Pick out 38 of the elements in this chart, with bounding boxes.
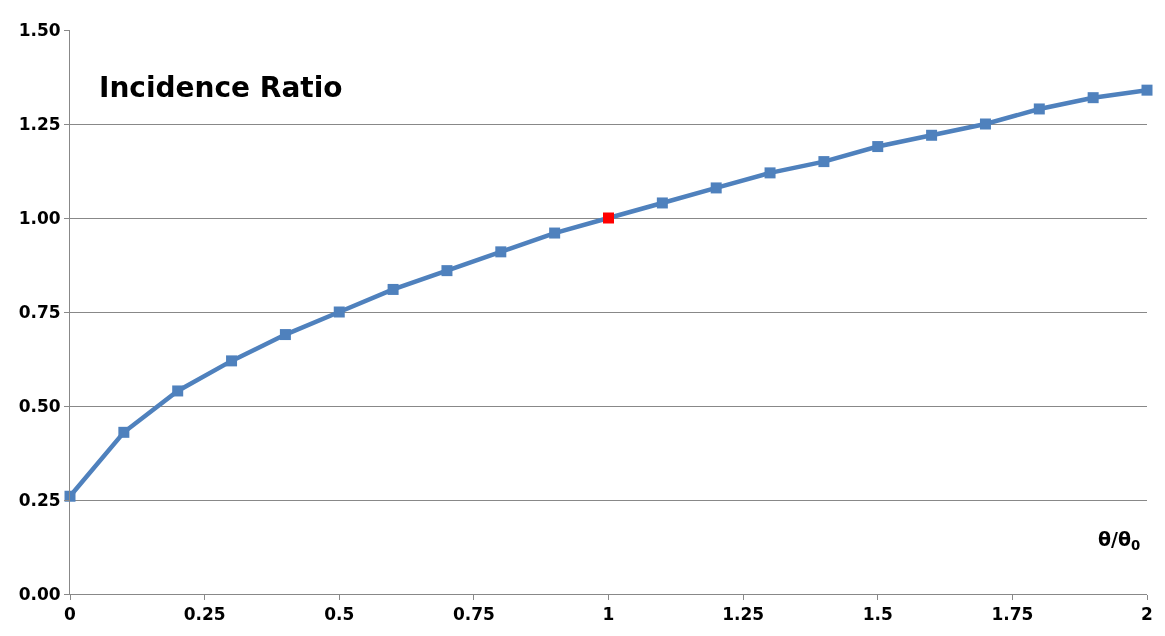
point (1033, 103, 1045, 115)
y-tick-label: 0.50 (18, 395, 61, 416)
y-tick-label: 0.25 (18, 489, 61, 510)
y-tick-label: 1.25 (18, 113, 61, 134)
point (656, 197, 668, 209)
x-tick-label: 0 (64, 604, 77, 625)
x-tick-label: 0.75 (452, 604, 495, 625)
point (1087, 92, 1099, 104)
point (387, 283, 399, 295)
point (172, 385, 184, 397)
x-tick-label: 1.75 (991, 604, 1034, 625)
point (764, 167, 776, 179)
point (710, 182, 722, 194)
x-tick-label: 2 (1141, 604, 1153, 625)
y-tick-label: 1.00 (18, 207, 61, 228)
x-tick-label: 0.25 (183, 604, 226, 625)
x-axis-title: θ/θ$_{0}$ (1098, 528, 1141, 553)
x-tick-label: 1 (602, 604, 615, 625)
point (872, 141, 884, 153)
point (818, 156, 830, 168)
x-tick-label: 1.5 (862, 604, 893, 625)
point (979, 118, 991, 130)
text: Incidence Ratio (99, 71, 343, 104)
point (279, 329, 291, 341)
point (441, 265, 453, 277)
point (926, 129, 938, 141)
x-tick-label: 1.25 (722, 604, 765, 625)
y-tick-label: 0.00 (18, 583, 61, 604)
x-tick-label: 0.5 (324, 604, 355, 625)
point (118, 426, 130, 438)
point (603, 212, 614, 224)
point (226, 355, 238, 367)
point (333, 306, 345, 318)
point (495, 246, 507, 258)
point (1141, 84, 1153, 96)
y-tick-label: 1.50 (18, 19, 61, 40)
y-tick-label: 0.75 (18, 301, 61, 322)
point (549, 227, 561, 239)
